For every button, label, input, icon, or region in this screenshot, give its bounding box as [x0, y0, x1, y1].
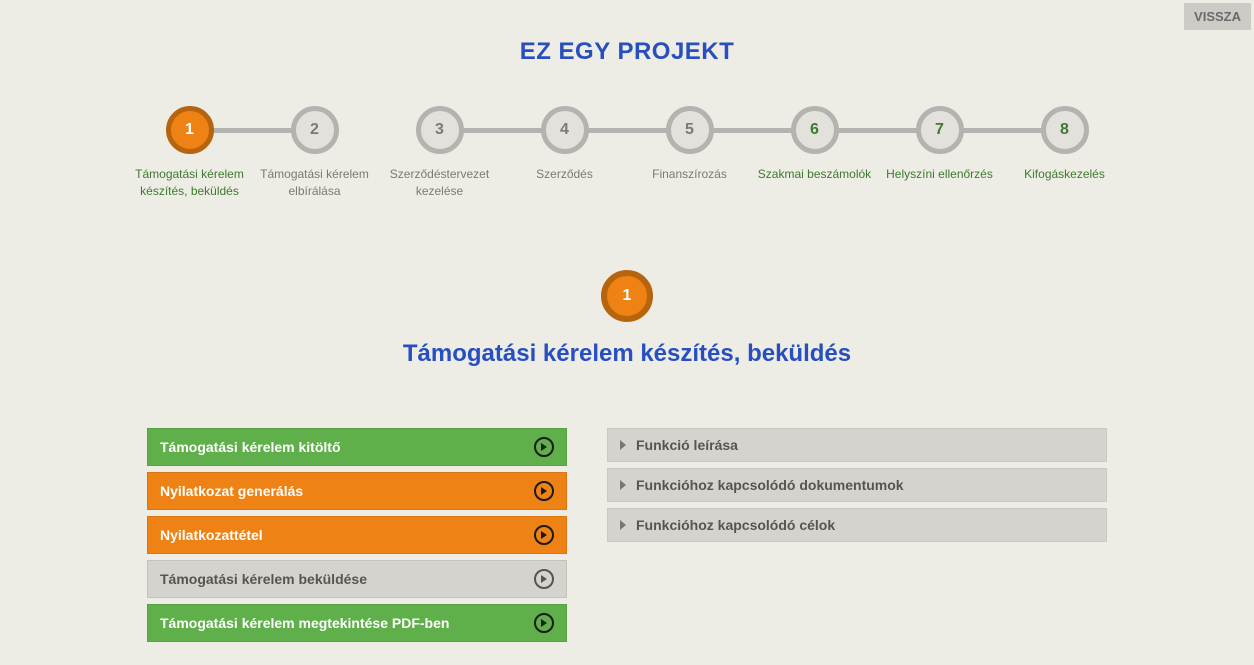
action-label: Támogatási kérelem beküldése — [160, 571, 367, 587]
step-circle: 8 — [1041, 106, 1089, 154]
step-8[interactable]: 8 Kifogáskezelés — [1002, 106, 1127, 183]
page-title: EZ EGY PROJEKT — [0, 0, 1254, 66]
info-panel: Funkció leírása Funkcióhoz kapcsolódó dok… — [607, 428, 1107, 642]
step-label: Szakmai beszámolók — [756, 166, 873, 183]
chevron-right-icon — [620, 520, 626, 530]
current-step-indicator: 1 — [0, 270, 1254, 322]
play-icon — [534, 525, 554, 545]
action-item-2[interactable]: Nyilatkozattétel — [147, 516, 567, 554]
step-number: 1 — [185, 121, 194, 139]
step-number: 6 — [810, 121, 819, 139]
panels: Támogatási kérelem kitöltő Nyilatkozat ge… — [0, 428, 1254, 642]
step-1[interactable]: 1 Támogatási kérelem készítés, beküldés — [127, 106, 252, 200]
back-button[interactable]: VISSZA — [1184, 3, 1251, 30]
actions-panel: Támogatási kérelem kitöltő Nyilatkozat ge… — [147, 428, 567, 642]
play-icon — [534, 569, 554, 589]
step-label: Támogatási kérelem készítés, beküldés — [127, 166, 252, 200]
action-item-1[interactable]: Nyilatkozat generálás — [147, 472, 567, 510]
info-item-2[interactable]: Funkcióhoz kapcsolódó célok — [607, 508, 1107, 542]
step-number: 5 — [685, 121, 694, 139]
action-label: Nyilatkozat generálás — [160, 483, 303, 499]
step-circle: 3 — [416, 106, 464, 154]
info-item-1[interactable]: Funkcióhoz kapcsolódó dokumentumok — [607, 468, 1107, 502]
current-step-title: Támogatási kérelem készítés, beküldés — [0, 340, 1254, 368]
action-item-3[interactable]: Támogatási kérelem beküldése — [147, 560, 567, 598]
step-5[interactable]: 5 Finanszírozás — [627, 106, 752, 183]
info-label: Funkció leírása — [636, 437, 738, 453]
chevron-right-icon — [620, 440, 626, 450]
step-label: Támogatási kérelem elbírálása — [252, 166, 377, 200]
step-label: Helyszíni ellenőrzés — [884, 166, 995, 183]
step-circle: 5 — [666, 106, 714, 154]
play-icon — [534, 437, 554, 457]
step-number: 4 — [560, 121, 569, 139]
step-3[interactable]: 3 Szerződéstervezet kezelése — [377, 106, 502, 200]
step-6[interactable]: 6 Szakmai beszámolók — [752, 106, 877, 183]
step-circle: 6 — [791, 106, 839, 154]
step-label: Kifogáskezelés — [1022, 166, 1107, 183]
step-number: 3 — [435, 121, 444, 139]
chevron-right-icon — [620, 480, 626, 490]
step-number: 8 — [1060, 121, 1069, 139]
step-label: Szerződéstervezet kezelése — [377, 166, 502, 200]
step-2[interactable]: 2 Támogatási kérelem elbírálása — [252, 106, 377, 200]
play-icon — [534, 481, 554, 501]
action-label: Támogatási kérelem megtekintése PDF-ben — [160, 615, 449, 631]
step-label: Finanszírozás — [650, 166, 729, 183]
stepper: 1 Támogatási kérelem készítés, beküldés 2 T… — [0, 106, 1254, 200]
back-button-label: VISSZA — [1194, 9, 1241, 24]
step-label: Szerződés — [534, 166, 595, 183]
action-item-0[interactable]: Támogatási kérelem kitöltő — [147, 428, 567, 466]
action-item-4[interactable]: Támogatási kérelem megtekintése PDF-ben — [147, 604, 567, 642]
info-label: Funkcióhoz kapcsolódó célok — [636, 517, 835, 533]
play-icon — [534, 613, 554, 633]
action-label: Támogatási kérelem kitöltő — [160, 439, 341, 455]
step-circle: 7 — [916, 106, 964, 154]
step-number: 7 — [935, 121, 944, 139]
info-item-0[interactable]: Funkció leírása — [607, 428, 1107, 462]
step-circle: 1 — [166, 106, 214, 154]
action-label: Nyilatkozattétel — [160, 527, 263, 543]
step-4[interactable]: 4 Szerződés — [502, 106, 627, 183]
step-number: 2 — [310, 121, 319, 139]
info-label: Funkcióhoz kapcsolódó dokumentumok — [636, 477, 904, 493]
step-circle: 4 — [541, 106, 589, 154]
step-7[interactable]: 7 Helyszíni ellenőrzés — [877, 106, 1002, 183]
step-circle: 2 — [291, 106, 339, 154]
current-step-number: 1 — [623, 287, 632, 305]
current-step-circle: 1 — [601, 270, 653, 322]
